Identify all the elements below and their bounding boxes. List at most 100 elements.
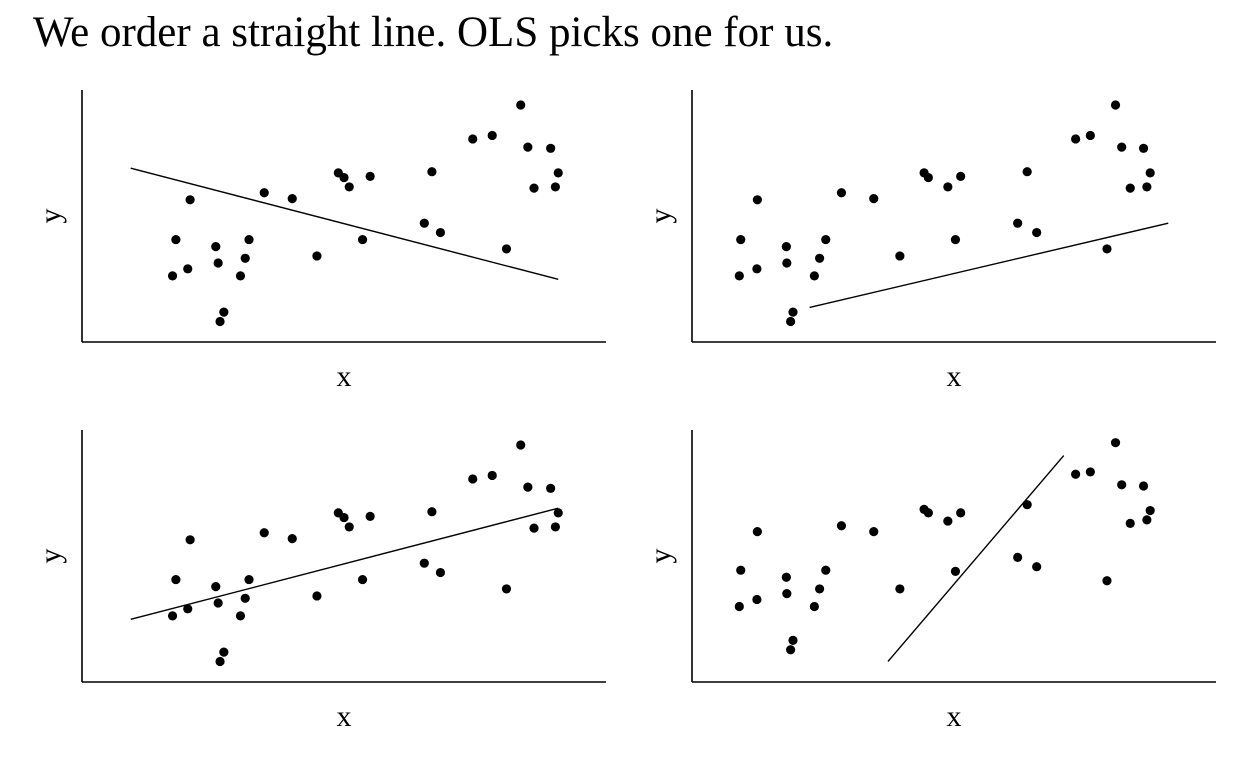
page-title: We order a straight line. OLS picks one … [33, 9, 834, 56]
fit-line [809, 222, 1169, 309]
data-point [1138, 481, 1149, 491]
data-point [211, 581, 221, 592]
data-point [287, 534, 297, 544]
data-point [550, 522, 561, 532]
data-point [487, 130, 497, 141]
data-point [339, 512, 349, 523]
data-point [235, 271, 246, 281]
data-point [752, 264, 762, 274]
data-point [869, 194, 879, 204]
data-point [427, 507, 437, 517]
data-point [546, 483, 556, 493]
data-point [1125, 183, 1135, 193]
data-point [923, 172, 933, 183]
data-point [435, 567, 446, 578]
scatter-panel-bottom-left: xy [34, 430, 606, 733]
x-axis-label: x [947, 700, 962, 733]
data-point [1145, 168, 1155, 178]
panel-plot-area: xy [34, 90, 606, 393]
data-point [244, 574, 254, 585]
data-point [219, 307, 229, 317]
data-point [312, 591, 322, 601]
data-point [1071, 134, 1081, 144]
data-point [752, 195, 762, 205]
data-point [167, 611, 178, 621]
data-point [553, 168, 563, 178]
data-point [1032, 227, 1042, 238]
data-point [1142, 515, 1152, 525]
data-point [1071, 469, 1081, 479]
data-point [1110, 100, 1121, 110]
data-point [782, 258, 792, 268]
data-point [546, 143, 556, 153]
data-point [339, 172, 349, 183]
fit-line [130, 167, 559, 281]
x-axis-label: x [947, 360, 962, 393]
data-point [553, 508, 563, 518]
data-point [1013, 218, 1023, 228]
data-point [240, 593, 250, 603]
data-point [943, 182, 953, 192]
data-point [487, 470, 497, 481]
data-point [781, 572, 791, 582]
data-point [529, 523, 539, 533]
data-point [895, 584, 905, 594]
data-point [419, 218, 429, 228]
data-point [215, 316, 225, 327]
data-point [821, 565, 831, 575]
data-point [529, 183, 539, 193]
data-point [736, 234, 746, 245]
data-point [427, 167, 437, 177]
data-point [213, 258, 223, 268]
data-point [1117, 142, 1127, 152]
fit-line [887, 455, 1065, 662]
data-point [244, 234, 254, 245]
data-point [523, 482, 533, 492]
y-axis-label: y [644, 209, 677, 224]
data-point [1032, 562, 1042, 572]
data-point [809, 601, 819, 612]
data-point [312, 251, 322, 261]
y-axis-label: y [644, 549, 677, 564]
data-point [950, 566, 961, 576]
data-point [950, 234, 961, 245]
panel-plot-area: xy [644, 430, 1216, 733]
data-point [1110, 438, 1121, 448]
data-point [1102, 244, 1112, 254]
scatter-panel-top-right: xy [644, 90, 1216, 393]
panel-plot-area: xy [644, 90, 1216, 393]
data-point [1145, 505, 1155, 516]
data-point [1022, 500, 1032, 510]
y-axis-label: y [34, 209, 67, 224]
data-point [1138, 143, 1149, 153]
y-axis-label: y [34, 549, 67, 564]
data-point [781, 241, 791, 252]
data-point [516, 100, 526, 110]
data-point [259, 528, 269, 538]
data-point [357, 574, 368, 585]
data-point [235, 611, 246, 621]
data-point [1102, 576, 1112, 586]
data-point [786, 316, 796, 327]
data-point [344, 182, 354, 192]
data-point [956, 508, 966, 518]
data-point [1022, 167, 1032, 177]
fit-line [130, 507, 559, 621]
data-point [287, 194, 297, 204]
data-point [836, 521, 847, 531]
data-point [1117, 480, 1127, 490]
data-point [736, 565, 746, 575]
data-point [1085, 130, 1095, 141]
data-point [211, 241, 221, 252]
data-point [357, 234, 368, 245]
data-point [215, 656, 225, 667]
data-point [923, 508, 933, 518]
data-point [895, 251, 905, 261]
data-point [788, 307, 798, 317]
data-point [956, 171, 966, 181]
data-point [365, 511, 375, 521]
data-point [185, 195, 195, 205]
data-point [809, 271, 819, 281]
data-point [1142, 182, 1152, 192]
data-point [1013, 552, 1023, 562]
